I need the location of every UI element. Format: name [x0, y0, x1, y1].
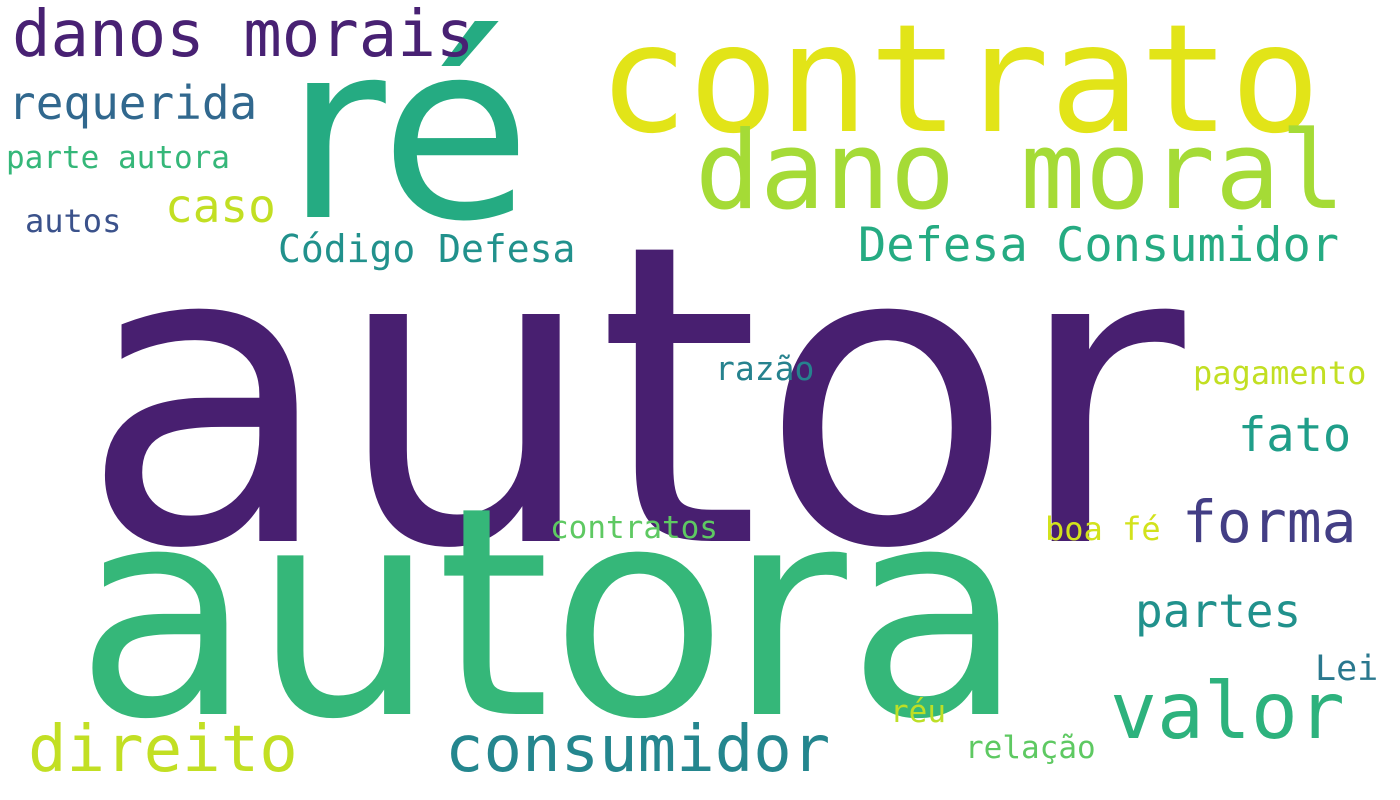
word-direito: direito: [28, 713, 298, 787]
word-dano-moral: dano moral: [695, 109, 1346, 234]
word-defesa-consumidor: Defesa Consumidor: [858, 218, 1340, 273]
word-reu: réu: [890, 694, 946, 730]
word-autor: autor: [80, 156, 1185, 639]
word-fato: fato: [1238, 408, 1352, 463]
word-razao: razão: [715, 349, 815, 388]
word-forma: forma: [1182, 488, 1357, 556]
word-partes: partes: [1135, 584, 1302, 638]
word-caso: caso: [165, 179, 276, 233]
word-autos: autos: [25, 202, 122, 240]
word-lei: Lei: [1315, 649, 1379, 689]
word-requerida: requerida: [8, 76, 258, 130]
word-relacao: relação: [965, 730, 1096, 766]
word-valor: valor: [1110, 667, 1345, 757]
word-contratos: contratos: [550, 510, 718, 546]
word-re: ré: [285, 0, 532, 275]
word-parte-autora: parte autora: [6, 140, 230, 176]
word-consumidor: consumidor: [445, 713, 831, 787]
word-autora: autora: [75, 446, 1025, 783]
word-codigo-defesa: Código Defesa: [278, 227, 576, 271]
word-contrato: contrato: [598, 0, 1321, 167]
word-danos-morais: danos morais: [12, 0, 475, 72]
word-pagamento: pagamento: [1193, 354, 1367, 392]
word-boa-fe: boa fé: [1045, 510, 1161, 548]
